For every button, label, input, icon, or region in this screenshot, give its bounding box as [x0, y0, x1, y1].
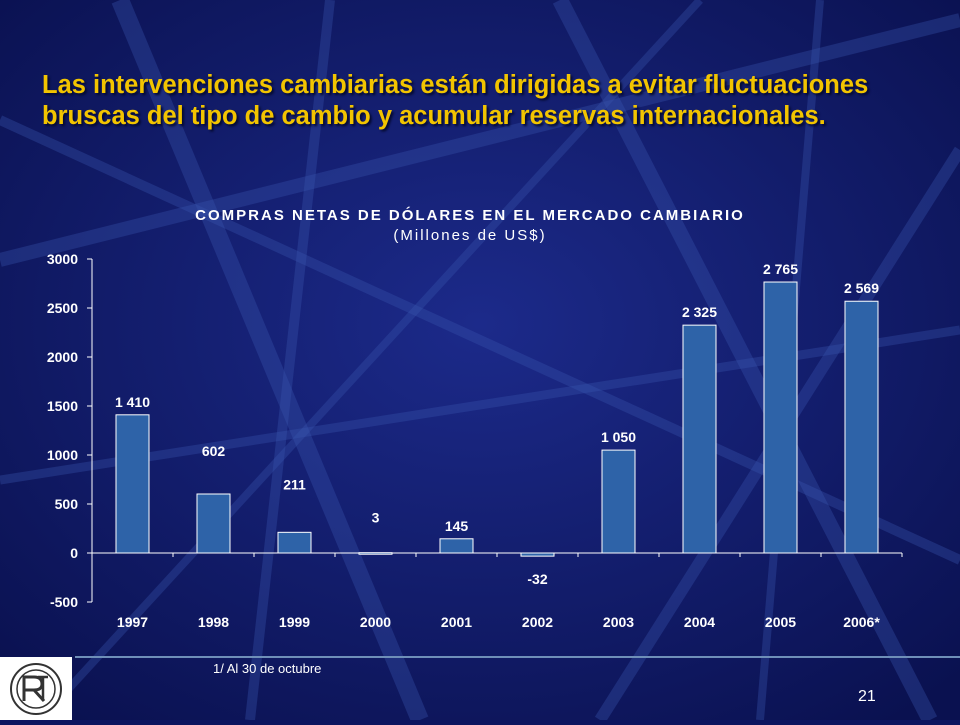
x-tick-label: 2006* — [843, 614, 880, 630]
y-tick-label: 1500 — [47, 398, 78, 414]
data-label: -32 — [527, 571, 547, 587]
data-label: 2 569 — [844, 280, 879, 296]
seal-icon — [10, 663, 62, 715]
y-tick-label: 500 — [55, 496, 79, 512]
x-tick-label: 2004 — [684, 614, 715, 630]
slide-headline: Las intervenciones cambiarias están diri… — [42, 71, 869, 130]
y-tick-label: 2000 — [47, 349, 78, 365]
bar — [196, 493, 231, 554]
plot-area: -500 0 500 1000 1500 2000 2500 3000 1 410 1997 602… — [47, 251, 903, 630]
y-tick-label: 0 — [70, 545, 78, 561]
data-label: 211 — [283, 476, 306, 492]
bar-chart: COMPRAS NETAS DE DÓLARES EN EL MERCADO C… — [47, 206, 903, 630]
data-label: 1 050 — [601, 429, 636, 445]
y-tick-label: 2500 — [47, 300, 78, 316]
data-label: 602 — [202, 443, 226, 459]
x-tick-label: 1999 — [279, 614, 310, 630]
y-tick-label: 3000 — [47, 251, 78, 267]
bar — [439, 538, 474, 554]
bar — [277, 531, 312, 554]
data-label: 145 — [445, 518, 469, 534]
x-tick-label: 2001 — [441, 614, 472, 630]
bar — [844, 300, 879, 554]
chart-title: COMPRAS NETAS DE DÓLARES EN EL MERCADO C… — [195, 206, 745, 224]
x-tick-label: 2000 — [360, 614, 391, 630]
data-label: 2 765 — [763, 261, 798, 277]
x-tick-label: 1997 — [117, 614, 148, 630]
bar — [358, 552, 393, 555]
footnote: 1/ Al 30 de octubre — [213, 661, 322, 676]
data-label: 1 410 — [115, 394, 150, 410]
bar — [520, 552, 555, 557]
chart-subtitle: (Millones de US$) — [393, 227, 546, 244]
x-tick-label: 1998 — [198, 614, 229, 630]
y-tick-label: 1000 — [47, 447, 78, 463]
data-label: 2 325 — [682, 304, 717, 320]
bar — [763, 281, 798, 554]
bar — [682, 324, 717, 554]
bar — [601, 449, 636, 554]
y-tick-label: -500 — [50, 594, 78, 610]
x-tick-label: 2002 — [522, 614, 553, 630]
x-tick-label: 2003 — [603, 614, 634, 630]
bank-logo — [0, 657, 72, 720]
page-number: 21 — [858, 688, 876, 705]
x-tick-label: 2005 — [765, 614, 796, 630]
bar — [115, 414, 150, 554]
data-label: 3 — [372, 510, 380, 526]
